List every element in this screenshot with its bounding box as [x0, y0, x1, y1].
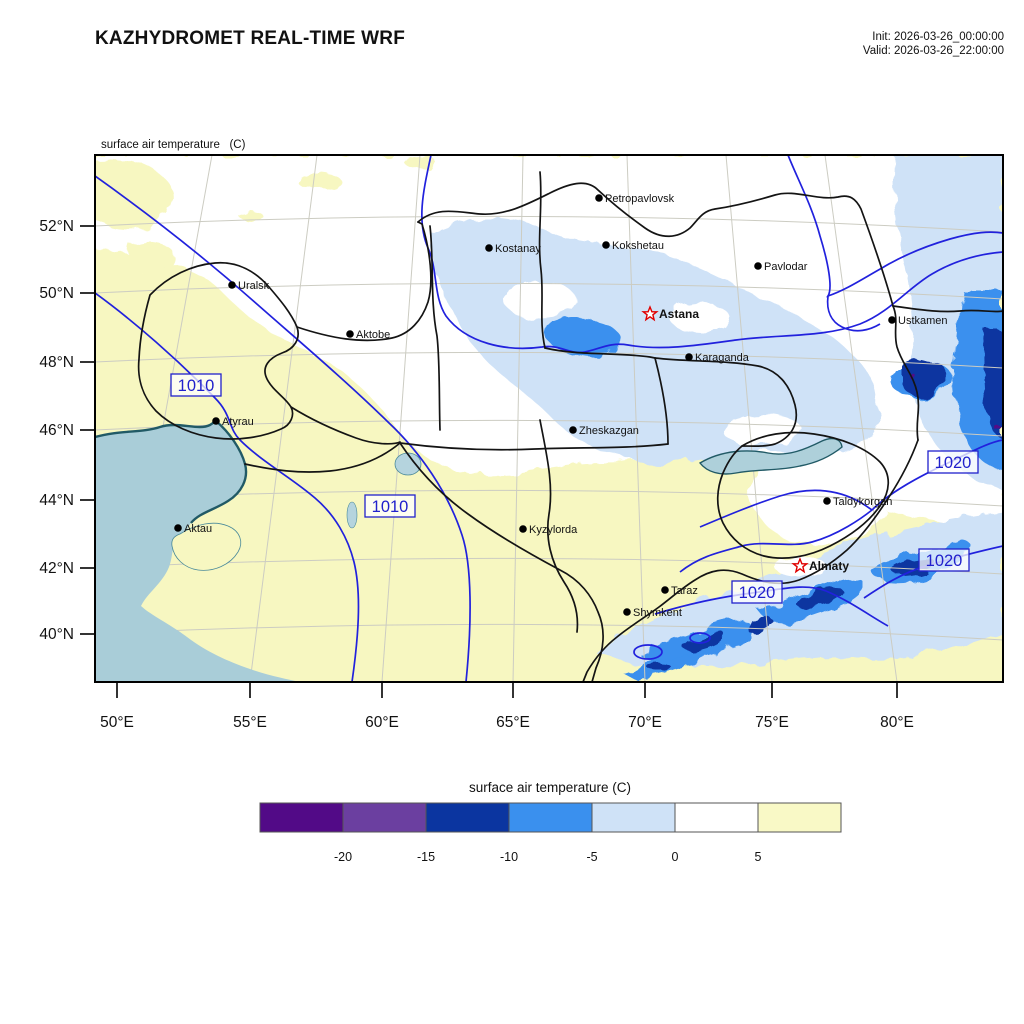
colorbar-segment: [674, 802, 759, 833]
svg-text:1020: 1020: [935, 454, 972, 472]
svg-text:-15: -15: [417, 850, 435, 864]
pressure-label-1020-northeast: 1020: [927, 450, 979, 474]
svg-text:1010: 1010: [178, 377, 215, 395]
svg-text:48°N: 48°N: [39, 354, 74, 371]
svg-text:0: 0: [672, 850, 679, 864]
city-aktau: Aktau: [174, 523, 212, 535]
svg-text:60°E: 60°E: [365, 714, 399, 731]
city-kostanay: Kostanay: [485, 243, 541, 255]
capital-almaty: Almaty: [792, 558, 849, 573]
svg-text:Kyzylorda: Kyzylorda: [529, 524, 578, 536]
oblast-borders: [137, 171, 1003, 682]
svg-text:46°N: 46°N: [39, 422, 74, 439]
temperature-shading: [95, 155, 1003, 678]
axis-ticks: [80, 225, 898, 698]
svg-text:1020: 1020: [926, 552, 963, 570]
subtitle-variable-1: surface air temperature (C): [101, 139, 246, 151]
valid-time: Valid: 2026-03-26_22:00:00: [862, 45, 1004, 57]
city-uralsk: Uralsk: [228, 280, 270, 292]
colorbar-title: surface air temperature (C): [469, 780, 631, 795]
colorbar-segment: [342, 802, 427, 833]
latitude-labels: 52°N 50°N 48°N 46°N 44°N 42°N 40°N: [39, 218, 74, 643]
svg-text:40°N: 40°N: [39, 626, 74, 643]
colorbar-ticks: -20 -15 -10 -5 0 5: [334, 850, 762, 864]
colorbar-segment: [757, 802, 842, 833]
svg-text:Uralsk: Uralsk: [238, 280, 270, 292]
pressure-label-1020-south: 1020: [731, 580, 783, 604]
svg-text:75°E: 75°E: [755, 714, 789, 731]
capital-astana: Astana: [642, 306, 699, 321]
city-ustkamen: Ustkamen: [888, 315, 948, 327]
svg-text:Ustkamen: Ustkamen: [898, 315, 948, 327]
run-info: Init: 2026-03-26_00:00:00 Valid: 2026-03…: [863, 30, 1004, 58]
svg-text:Zheskazgan: Zheskazgan: [579, 425, 639, 437]
page-title: KAZHYDROMET REAL-TIME WRF: [95, 28, 406, 49]
svg-text:5: 5: [755, 850, 762, 864]
pressure-contours: [95, 155, 1003, 682]
svg-text:-20: -20: [334, 850, 352, 864]
map-frame: [94, 154, 1004, 683]
svg-text:-10: -10: [500, 850, 518, 864]
svg-text:Atyrau: Atyrau: [222, 416, 254, 428]
city-kokshetau: Kokshetau: [602, 240, 664, 252]
city-taraz: Taraz: [661, 585, 698, 597]
svg-text:Aktau: Aktau: [184, 523, 212, 535]
init-time: Init: 2026-03-26_00:00:00: [872, 31, 1004, 43]
pressure-label-1020-east: 1020: [918, 548, 970, 572]
svg-text:-5: -5: [586, 850, 597, 864]
caspian-sea: [95, 421, 300, 682]
colorbar-segment: [259, 802, 344, 833]
aral-sea: [394, 452, 422, 476]
city-taldykorgan: Taldykorgan: [823, 496, 892, 508]
city-petropavlovsk: Petropavlovsk: [595, 193, 675, 205]
mangyshlak-peninsula: [171, 522, 242, 571]
pressure-label-boxes: 1010 1010 1020 1020 1020: [170, 373, 979, 604]
svg-text:42°N: 42°N: [39, 560, 74, 577]
svg-text:65°E: 65°E: [496, 714, 530, 731]
pressure-label-1010-central: 1010: [364, 494, 416, 518]
pressure-label-1010-west: 1010: [170, 373, 222, 397]
svg-text:50°N: 50°N: [39, 285, 74, 302]
svg-text:Kostanay: Kostanay: [495, 243, 541, 255]
small-lake: [346, 501, 358, 529]
city-karaganda: Karaganda: [685, 352, 750, 364]
svg-text:Petropavlovsk: Petropavlovsk: [605, 193, 675, 205]
water-bodies: [95, 419, 843, 682]
colorbar: surface air temperature (C) -20 -15 -10 …: [259, 780, 842, 864]
svg-text:70°E: 70°E: [628, 714, 662, 731]
lake-balkhash: [698, 437, 843, 475]
svg-text:Astana: Astana: [659, 307, 699, 321]
caspian-north-coastline: [95, 419, 248, 524]
svg-text:Shymkent: Shymkent: [633, 607, 682, 619]
svg-text:1020: 1020: [739, 584, 776, 602]
svg-text:Aktobe: Aktobe: [356, 329, 390, 341]
city-aktobe: Aktobe: [346, 329, 390, 341]
city-markers: Petropavlovsk Kostanay Kokshetau Pavloda…: [174, 193, 948, 619]
colorbar-segment: [591, 802, 676, 833]
svg-text:Taraz: Taraz: [671, 585, 698, 597]
svg-text:Almaty: Almaty: [809, 559, 849, 573]
city-kyzylorda: Kyzylorda: [519, 524, 578, 536]
svg-text:44°N: 44°N: [39, 492, 74, 509]
svg-text:Taldykorgan: Taldykorgan: [833, 496, 892, 508]
svg-text:55°E: 55°E: [233, 714, 267, 731]
svg-text:50°E: 50°E: [100, 714, 134, 731]
svg-text:80°E: 80°E: [880, 714, 914, 731]
svg-text:1010: 1010: [372, 498, 409, 516]
city-atyrau: Atyrau: [212, 416, 254, 428]
colorbar-segment: [508, 802, 593, 833]
svg-text:Pavlodar: Pavlodar: [764, 261, 808, 273]
colorbar-segment: [425, 802, 510, 833]
city-pavlodar: Pavlodar: [754, 261, 808, 273]
svg-text:Karaganda: Karaganda: [695, 352, 750, 364]
city-zheskazgan: Zheskazgan: [569, 425, 639, 437]
svg-text:Kokshetau: Kokshetau: [612, 240, 664, 252]
svg-text:52°N: 52°N: [39, 218, 74, 235]
city-shymkent: Shymkent: [623, 607, 682, 619]
longitude-labels: 50°E 55°E 60°E 65°E 70°E 75°E 80°E: [100, 714, 914, 731]
